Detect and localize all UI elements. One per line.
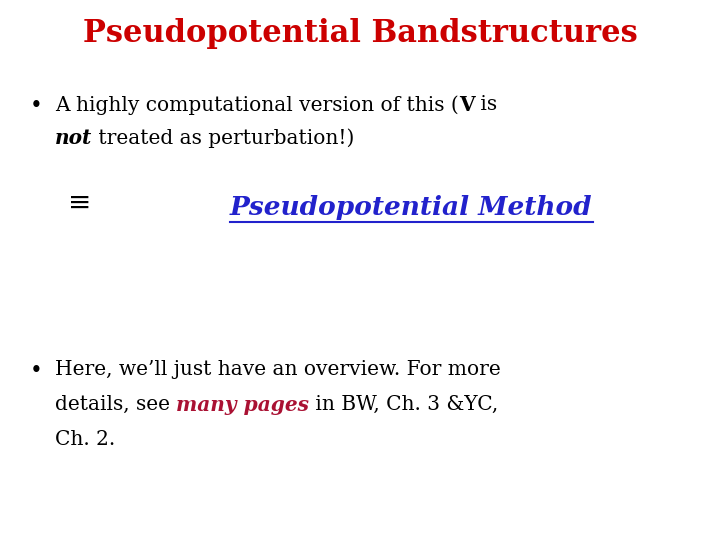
Text: in BW, Ch. 3 &YC,: in BW, Ch. 3 &YC, [310,395,499,414]
Text: ≡: ≡ [68,190,91,217]
Text: is: is [474,95,498,114]
Text: not: not [55,128,92,148]
Text: •: • [30,360,42,382]
Text: Pseudopotential Bandstructures: Pseudopotential Bandstructures [83,18,637,49]
Text: A highly computational version of this (: A highly computational version of this ( [55,95,459,114]
Text: V: V [459,95,474,115]
Text: treated as perturbation!): treated as perturbation!) [92,128,355,147]
Text: details, see: details, see [55,395,176,414]
Text: •: • [30,95,42,117]
Text: Here, we’ll just have an overview. For more: Here, we’ll just have an overview. For m… [55,360,500,379]
Text: Pseudopotential Method: Pseudopotential Method [230,195,593,220]
Text: Ch. 2.: Ch. 2. [55,430,115,449]
Text: many pages: many pages [176,395,310,415]
